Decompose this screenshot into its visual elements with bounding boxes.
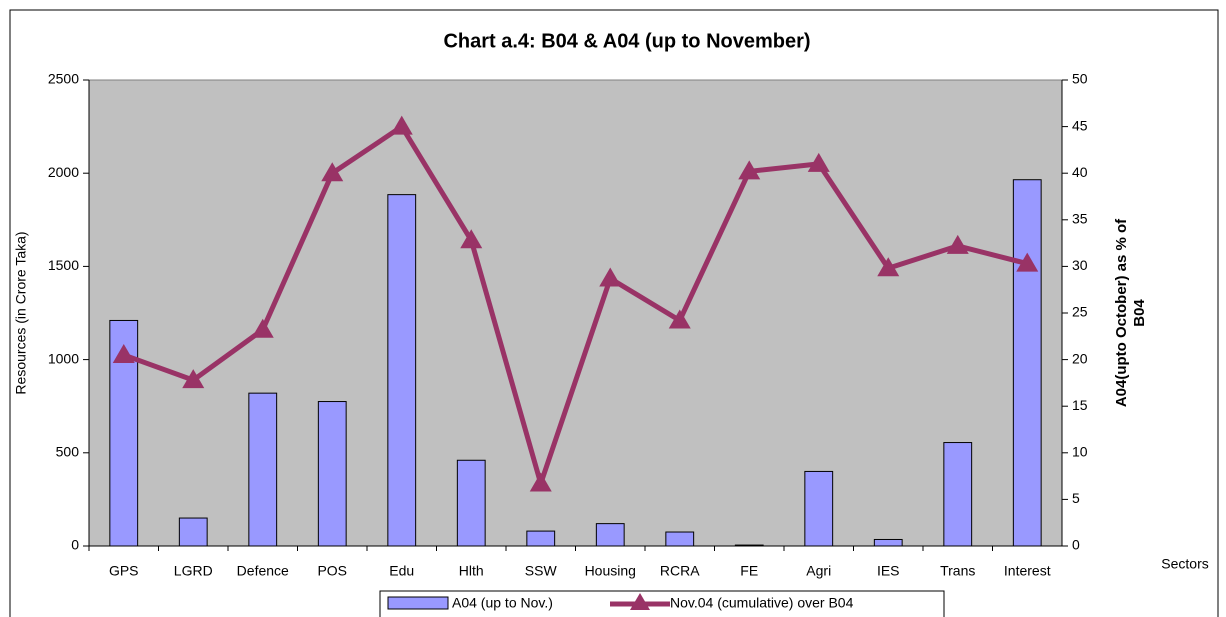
x-tick-label: FE (740, 563, 758, 579)
y2-tick-label: 45 (1072, 117, 1088, 133)
bar (178, 517, 208, 547)
y-tick-label: 1500 (48, 257, 79, 273)
bar (665, 531, 695, 547)
plot-area (88, 79, 1063, 547)
y-tick-label: 500 (56, 444, 80, 460)
line-marker (807, 152, 830, 172)
bar (595, 523, 625, 547)
bar (873, 538, 903, 547)
x-tick-label: RCRA (660, 563, 700, 579)
line-marker (112, 343, 135, 363)
bar (526, 530, 556, 547)
y2-tick-label: 35 (1072, 211, 1088, 227)
line-marker (946, 234, 969, 254)
y-tick-label: 2500 (48, 71, 79, 87)
bar (248, 392, 278, 547)
x-tick-label: Hlth (459, 563, 484, 579)
bar (387, 194, 417, 547)
chart-title: Chart a.4: B04 & A04 (up to November) (443, 30, 810, 52)
bar (317, 401, 347, 547)
y2-tick-label: 10 (1072, 444, 1088, 460)
line-marker (877, 257, 900, 277)
bar (734, 544, 764, 547)
line-marker (529, 472, 552, 492)
line-marker (321, 162, 344, 182)
x-tick-label: Trans (940, 563, 975, 579)
bar (1012, 179, 1042, 547)
line-marker (251, 318, 274, 338)
annotation: Sectors (1161, 556, 1208, 572)
y-tick-label: 1000 (48, 350, 79, 366)
line-marker (599, 267, 622, 287)
y2-tick-label: 40 (1072, 164, 1088, 180)
line-marker (668, 309, 691, 329)
y2-axis-label: B04 (1131, 299, 1148, 327)
y2-tick-label: 5 (1072, 490, 1080, 506)
y2-tick-label: 0 (1072, 537, 1080, 553)
x-tick-label: IES (877, 563, 900, 579)
line (122, 124, 1028, 487)
y-tick-label: 2000 (48, 164, 79, 180)
x-tick-label: LGRD (174, 563, 213, 579)
x-tick-label: Interest (1004, 563, 1051, 579)
legend-label: A04 (up to Nov.) (452, 595, 553, 611)
line-marker (738, 160, 761, 180)
legend-label: Nov.04 (cumulative) over B04 (670, 595, 854, 611)
line-marker (460, 229, 483, 249)
y2-axis-label: A04(upto October) as % of (1113, 218, 1130, 407)
x-tick-label: Housing (585, 563, 636, 579)
x-tick-label: Defence (237, 563, 289, 579)
legend-swatch (630, 593, 650, 610)
y2-tick-label: 50 (1072, 71, 1088, 87)
x-tick-label: GPS (109, 563, 139, 579)
bar (943, 442, 973, 547)
bar (804, 470, 834, 547)
x-tick-label: SSW (525, 563, 558, 579)
legend-swatch (387, 596, 449, 610)
line-marker (182, 369, 205, 389)
x-tick-label: Agri (806, 563, 831, 579)
y2-tick-label: 25 (1072, 304, 1088, 320)
y2-tick-label: 20 (1072, 350, 1088, 366)
x-tick-label: Edu (389, 563, 414, 579)
y2-tick-label: 30 (1072, 257, 1088, 273)
bar (456, 459, 486, 547)
y-axis-label: Resources (in Crore Taka) (13, 231, 29, 394)
line-marker (390, 115, 413, 135)
x-tick-label: POS (317, 563, 347, 579)
y2-tick-label: 15 (1072, 397, 1088, 413)
y-tick-label: 0 (71, 537, 79, 553)
line-marker (1016, 252, 1039, 272)
